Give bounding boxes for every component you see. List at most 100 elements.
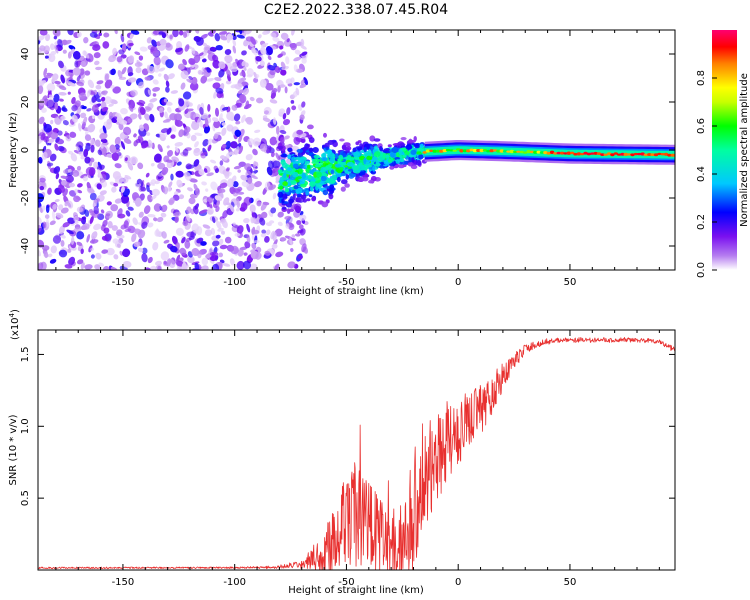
- heatmap-noise-blob: [48, 53, 56, 63]
- heatmap-noise-blob: [170, 134, 176, 139]
- heatmap-noise-blob: [189, 193, 198, 199]
- heatmap-noise-blob: [234, 83, 243, 90]
- heatmap-turbulent-blob: [307, 164, 311, 169]
- heatmap-noise-blob: [205, 253, 212, 259]
- heatmap-noise-blob: [138, 55, 144, 61]
- heatmap-noise-blob: [120, 107, 128, 115]
- heatmap-turbulent-blob: [375, 159, 380, 165]
- heatmap-noise-blob: [68, 190, 77, 197]
- heatmap-noise-blob: [161, 231, 167, 239]
- heatmap-band-core: [637, 152, 642, 156]
- heatmap-noise-blob: [188, 197, 196, 205]
- heatmap-noise-blob: [112, 238, 119, 244]
- heatmap-noise-blob: [134, 182, 139, 188]
- heatmap-band-core: [553, 152, 558, 155]
- heatmap-noise-blob: [196, 37, 204, 46]
- top-y-tick-label: 40: [20, 48, 31, 61]
- heatmap-band-core: [596, 152, 602, 156]
- heatmap-band-core: [570, 151, 575, 155]
- heatmap-noise-blob: [88, 115, 96, 124]
- heatmap-band-core: [606, 152, 612, 156]
- heatmap-turbulent-blob: [409, 139, 416, 143]
- heatmap-noise-blob: [221, 219, 228, 229]
- heatmap-noise-blob: [206, 67, 211, 73]
- heatmap-band-core: [657, 152, 662, 156]
- heatmap-noise-blob: [290, 100, 295, 104]
- heatmap-noise-blob: [214, 195, 223, 202]
- bottom-y-axis-label: SNR (10 * v/v): [8, 414, 19, 485]
- heatmap-noise-blob: [101, 249, 109, 254]
- snr-series-line: [38, 337, 675, 570]
- heatmap-noise-blob: [233, 148, 239, 154]
- heatmap-band-core: [459, 149, 464, 153]
- heatmap-noise-blob: [246, 117, 253, 125]
- heatmap-noise-blob: [239, 71, 245, 77]
- heatmap-turbulent-blob: [293, 163, 299, 169]
- heatmap-noise-blob: [194, 30, 200, 34]
- heatmap-noise-blob: [76, 81, 84, 87]
- heatmap-noise-blob: [72, 50, 81, 60]
- heatmap-noise-blob: [42, 221, 47, 229]
- heatmap-noise-blob: [296, 220, 302, 226]
- heatmap-noise-blob: [262, 201, 270, 206]
- heatmap-noise-blob: [54, 199, 60, 203]
- heatmap-noise-blob: [114, 175, 124, 184]
- heatmap-noise-blob: [158, 67, 166, 72]
- heatmap-noise-blob: [171, 156, 180, 163]
- heatmap-noise-blob: [147, 213, 156, 218]
- heatmap-noise-blob: [84, 264, 93, 270]
- heatmap-noise-blob: [218, 238, 224, 246]
- heatmap-noise-blob: [272, 160, 281, 169]
- heatmap-noise-blob: [93, 206, 99, 215]
- heatmap-turbulent-blob: [391, 146, 399, 154]
- heatmap-noise-blob: [138, 211, 144, 218]
- heatmap-turbulent-blob: [345, 174, 349, 180]
- heatmap-turbulent-blob: [327, 140, 335, 145]
- heatmap-noise-blob: [157, 162, 166, 170]
- heatmap-noise-blob: [182, 129, 189, 137]
- heatmap-noise-blob: [280, 32, 289, 40]
- heatmap-noise-blob: [264, 250, 271, 256]
- heatmap-noise-blob: [38, 225, 42, 233]
- heatmap-noise-blob: [168, 181, 173, 188]
- heatmap-noise-blob: [89, 192, 97, 201]
- heatmap-turbulent-blob: [328, 193, 334, 200]
- heatmap-noise-blob: [67, 30, 74, 36]
- heatmap-noise-blob: [255, 74, 260, 78]
- heatmap-noise-blob: [49, 43, 55, 50]
- heatmap-band-core: [469, 148, 474, 152]
- heatmap-turbulent-blob: [411, 157, 415, 163]
- heatmap-noise-blob: [303, 77, 309, 86]
- heatmap-noise-blob: [38, 262, 44, 270]
- heatmap-band-core: [489, 149, 494, 153]
- heatmap-noise-blob: [190, 134, 197, 142]
- heatmap-noise-blob: [213, 91, 218, 99]
- heatmap-noise-blob: [161, 204, 168, 213]
- top-x-tick-label: -150: [112, 277, 135, 288]
- heatmap-noise-blob: [181, 262, 188, 270]
- heatmap-noise-blob: [285, 56, 290, 65]
- heatmap-noise-blob: [206, 207, 214, 215]
- heatmap-noise-blob: [252, 137, 261, 147]
- heatmap-noise-blob: [178, 194, 185, 200]
- heatmap-noise-blob: [235, 58, 240, 66]
- heatmap-noise-blob: [151, 39, 158, 48]
- heatmap-noise-blob: [128, 42, 134, 47]
- heatmap-noise-blob: [207, 104, 211, 112]
- heatmap-noise-blob: [259, 79, 267, 88]
- heatmap-noise-blob: [158, 107, 164, 113]
- heatmap-noise-blob: [226, 178, 234, 188]
- heatmap-noise-blob: [52, 203, 57, 210]
- heatmap-noise-blob: [176, 179, 183, 188]
- heatmap-turbulent-blob: [340, 186, 346, 192]
- heatmap-turbulent-blob: [340, 173, 347, 177]
- heatmap-noise-blob: [153, 217, 158, 222]
- heatmap-turbulent-blob: [309, 186, 314, 192]
- heatmap-turbulent-blob: [286, 167, 292, 172]
- heatmap-band-core: [476, 149, 481, 152]
- heatmap-noise-blob: [267, 55, 272, 61]
- top-y-tick-label: -40: [20, 238, 31, 254]
- heatmap-band-core: [633, 152, 639, 156]
- heatmap-noise-blob: [194, 262, 200, 270]
- heatmap-noise-blob: [224, 236, 232, 244]
